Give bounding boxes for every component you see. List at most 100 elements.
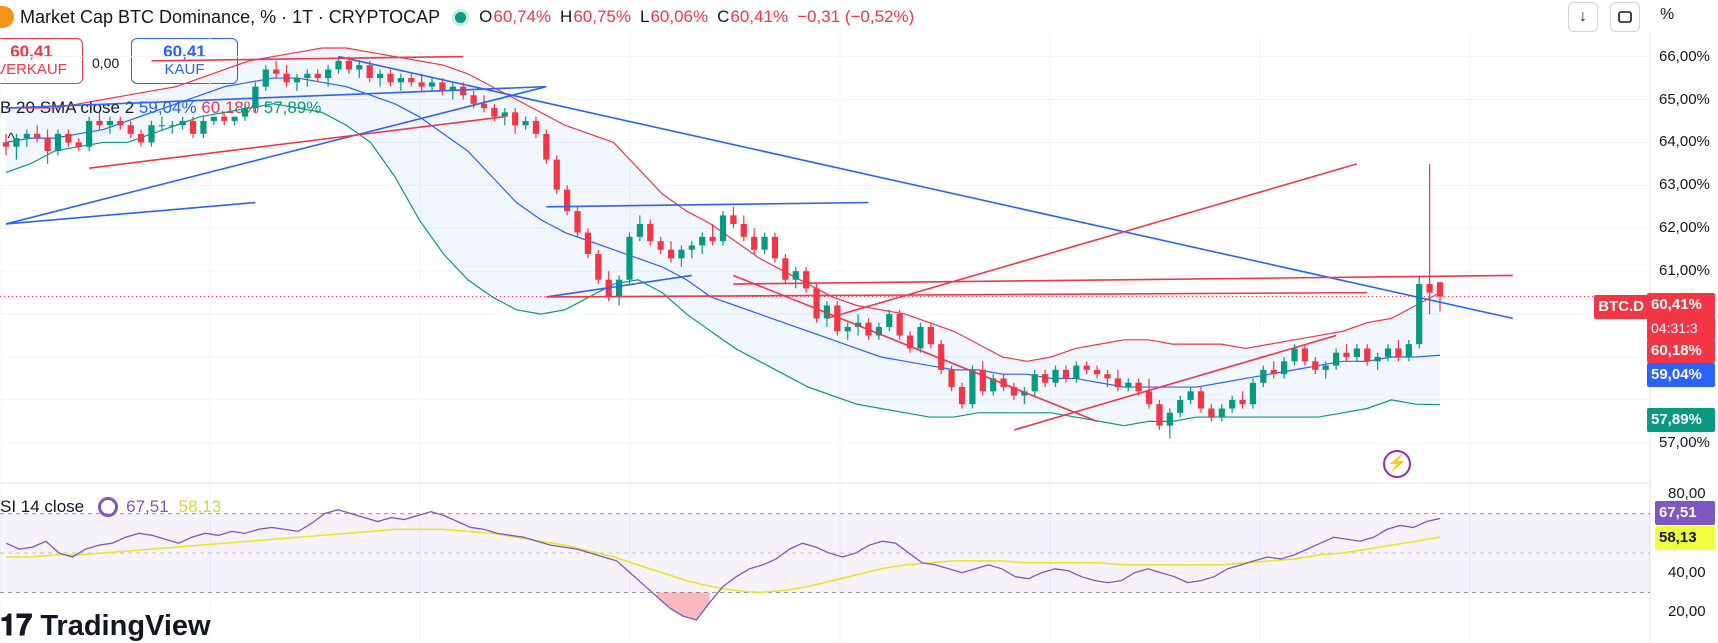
rsi-oversold-fill [656, 592, 710, 621]
buy-price: 60,41 [163, 42, 206, 61]
trendline [826, 163, 1358, 320]
candle-body [1312, 361, 1319, 370]
lightning-alert-icon[interactable]: ⚡ [1383, 450, 1411, 478]
ohlc-high-label: H [560, 7, 573, 26]
candle-body [958, 387, 966, 405]
candle-body [917, 326, 924, 349]
refresh-icon[interactable] [98, 497, 119, 517]
candle-body [1073, 365, 1080, 379]
candle-body [65, 133, 72, 143]
candle-body [771, 236, 779, 259]
last-price-tag: 60,41% [1647, 293, 1715, 317]
candle-body [595, 254, 602, 280]
trendline [546, 201, 869, 208]
sell-label: VERKAUF [0, 61, 67, 78]
rsi-legend-label: SI 14 close [0, 497, 85, 516]
candle-body [1021, 391, 1028, 396]
candle-body [491, 108, 498, 117]
candle-body [1166, 412, 1173, 426]
candle-body [231, 116, 238, 121]
price-axis-tick: 64,00% [1659, 133, 1710, 151]
candle-body [979, 369, 986, 392]
candle-body [657, 241, 664, 250]
candle-body [1135, 382, 1142, 392]
candle-body [439, 82, 446, 91]
candle-body [179, 120, 186, 126]
bollinger-basis-line [5, 77, 1441, 388]
candle-body [1156, 404, 1163, 426]
candle-body [1332, 352, 1340, 366]
candle-body [636, 223, 643, 237]
candle-body [543, 133, 550, 160]
bb-upper-tag: 60,18% [1647, 339, 1715, 363]
candle-body [1177, 399, 1184, 413]
candle-body [1239, 399, 1246, 405]
candle-body [325, 69, 332, 79]
candle-body [449, 86, 456, 91]
candle-body [823, 305, 831, 319]
candle-body [709, 236, 716, 242]
candle-body [127, 125, 134, 134]
candle-body [210, 116, 217, 121]
candle-body [1343, 352, 1350, 357]
candle-body [345, 60, 353, 70]
rsi-ma-tag: 58,13 [1655, 526, 1715, 550]
arrow-down-icon[interactable]: ↓ [1568, 2, 1598, 32]
trendline [733, 274, 1098, 423]
candle-body [1249, 382, 1257, 405]
candle-body [532, 120, 540, 134]
candle-body [273, 69, 280, 74]
candle-body [1416, 284, 1423, 345]
candle-body [75, 142, 82, 147]
rsi-legend[interactable]: SI 14 close 67,51 58,13 [0, 497, 221, 517]
trendline [5, 85, 547, 225]
symbol-title[interactable]: Market Cap BTC Dominance, % · 1T · CRYPT… [20, 6, 441, 27]
candle-body [803, 271, 810, 289]
candle-body [1229, 399, 1236, 409]
candle-body [460, 86, 467, 96]
candle-body [1426, 284, 1433, 293]
ohlc-open-value: 60,74% [493, 7, 552, 26]
candle-body [23, 133, 30, 139]
trendline [338, 55, 1513, 320]
candle-body [1093, 369, 1101, 375]
tradingview-logo[interactable]: 𝟏𝟕 TradingView [0, 610, 211, 643]
candle-body [34, 133, 41, 139]
candle-body [356, 65, 363, 70]
candle-body [418, 82, 425, 87]
price-axis-tick: 62,00% [1659, 219, 1710, 237]
candle-body [1010, 387, 1018, 396]
candle-body [948, 369, 955, 388]
candle-body [1405, 344, 1412, 357]
candle-body [1395, 348, 1402, 357]
bitcoin-logo-icon [0, 6, 14, 28]
scale-mode-toggle[interactable]: % [1660, 6, 1675, 23]
symbol-tag: BTC.D [1594, 295, 1648, 319]
bb-basis-tag: 59,04% [1647, 363, 1715, 387]
candle-body [875, 326, 882, 336]
trendline [5, 85, 547, 109]
candle-body [553, 159, 560, 190]
candle-body [13, 138, 20, 147]
candle-body [1042, 374, 1049, 383]
bollinger-legend-label: B 20 SMA close 2 [0, 98, 135, 117]
sell-price: 60,41 [10, 42, 53, 61]
market-status-icon[interactable] [452, 8, 470, 26]
candle-body [1374, 357, 1381, 362]
candle-body [886, 314, 893, 327]
candle-body [678, 249, 685, 259]
ohlc-open-label: O [479, 7, 493, 26]
candle-body [699, 236, 706, 246]
fullscreen-icon[interactable] [1610, 2, 1640, 32]
trendline [546, 291, 1368, 298]
candle-body [314, 73, 321, 79]
candle-body [647, 223, 654, 242]
tradingview-logo-icon: 𝟏𝟕 [0, 610, 33, 642]
candle-body [938, 344, 945, 370]
candle-body [366, 65, 373, 79]
sell-button[interactable]: 60,41 VERKAUF [0, 38, 83, 84]
candle-body [1052, 369, 1059, 383]
candle-body [574, 211, 581, 233]
candle-body [304, 73, 311, 79]
